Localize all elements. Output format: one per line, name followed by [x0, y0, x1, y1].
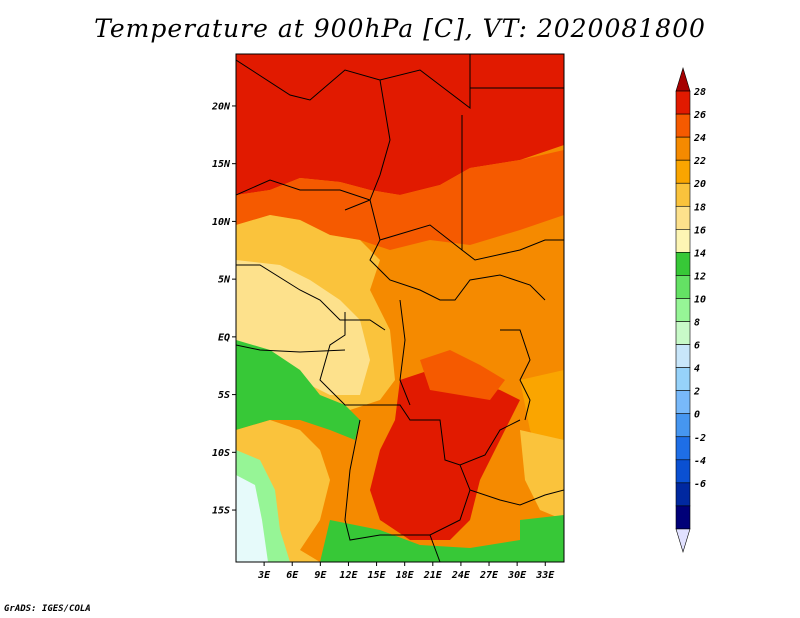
- lat-label: 10S: [212, 448, 230, 459]
- lon-label: 18E: [396, 570, 415, 581]
- lon-label: 15E: [368, 570, 387, 581]
- colorbar-swatch: [675, 505, 691, 530]
- lon-label: 6E: [286, 570, 299, 581]
- field-south-red: [370, 370, 520, 540]
- colorbar-swatch: [675, 252, 691, 276]
- colorbar-label: 10: [694, 294, 706, 305]
- colorbar-label: 12: [694, 271, 706, 282]
- field-south-green: [320, 520, 520, 562]
- colorbar-swatch: [675, 482, 691, 507]
- border-8: [319, 312, 521, 466]
- colorbar-label: 24: [693, 133, 706, 144]
- colorbar-label: 16: [694, 225, 706, 236]
- colorbar-label: 20: [693, 179, 706, 190]
- colorbar-swatch: [675, 136, 691, 161]
- field-southeast-green: [520, 515, 564, 562]
- lat-label: 20N: [211, 101, 231, 112]
- field-east-tan: [520, 430, 564, 520]
- colorbar-swatch: [675, 275, 691, 299]
- colorbar-label: 14: [694, 248, 706, 259]
- colorbar-swatch: [675, 436, 691, 461]
- border-4: [461, 115, 564, 261]
- colorbar-label: -6: [694, 479, 706, 490]
- lon-label: 12E: [339, 570, 358, 581]
- border-6: [379, 224, 463, 251]
- border-13: [429, 534, 441, 562]
- lon-label: 33E: [535, 570, 555, 581]
- colorbar-swatch: [675, 90, 691, 115]
- colorbar-label: 26: [693, 110, 706, 121]
- lon-label: 21E: [423, 570, 443, 581]
- colorbar-swatch: [675, 159, 691, 184]
- lat-label: 15N: [212, 159, 231, 170]
- border-10: [500, 329, 531, 421]
- colorbar-swatch: [675, 229, 691, 253]
- colorbar-swatch: [675, 182, 691, 207]
- lon-label: 24E: [451, 570, 471, 581]
- field-north-red2: [236, 54, 564, 170]
- lat-label: 5S: [218, 390, 230, 401]
- lon-label: 30E: [507, 570, 527, 581]
- border-12: [459, 464, 564, 506]
- colorbar-label: 22: [693, 156, 706, 167]
- longitude-axis: 3E 6E 9E 12E 15E 18E 21E 24E 27E 30E 33E: [257, 562, 555, 581]
- field-central-orange: [420, 350, 505, 400]
- map-frame: [235, 53, 565, 563]
- grads-credit: GrADS: IGES/COLA: [4, 604, 91, 614]
- colorbar-label: 2: [693, 387, 700, 398]
- border-14: [236, 344, 346, 353]
- border-7: [236, 264, 386, 331]
- colorbar-swatch: [675, 321, 691, 345]
- border-9: [399, 299, 411, 406]
- lon-label: 27E: [479, 570, 499, 581]
- colorbar-swatch: [675, 298, 691, 322]
- lat-label: 10N: [212, 217, 231, 228]
- colorbar-label: 18: [694, 202, 706, 213]
- lon-label: 3E: [257, 570, 271, 581]
- lat-label: 15S: [212, 506, 230, 517]
- colorbar-label: 6: [694, 341, 700, 352]
- colorbar-swatch: [675, 390, 691, 415]
- field-west-pale: [236, 260, 370, 395]
- colorbar-swatch: [675, 413, 691, 438]
- border-2: [379, 54, 471, 110]
- colorbar-swatch: [675, 344, 691, 368]
- colorbar-swatch: [675, 367, 691, 391]
- lat-label: EQ: [218, 332, 230, 343]
- colorbar-swatch: [675, 66, 691, 92]
- colorbar-label: 0: [694, 410, 700, 421]
- colorbar-swatch: [675, 205, 691, 230]
- lon-label: 9E: [314, 570, 327, 581]
- lat-label: 5N: [218, 275, 231, 286]
- colorbar-label: 28: [693, 87, 706, 98]
- country-borders: [236, 54, 564, 562]
- temperature-field: [236, 54, 564, 562]
- map-title: Temperature at 900hPa [C], VT: 202008180…: [94, 14, 706, 43]
- field-southwest-pale: [236, 475, 268, 562]
- field-north-orange: [236, 150, 564, 250]
- colorbar-swatch: [675, 459, 691, 484]
- colorbar-label: 8: [694, 318, 700, 329]
- colorbar-label: -4: [694, 456, 706, 467]
- colorbar-label: 4: [694, 364, 700, 375]
- colorbar-swatch: [675, 113, 691, 138]
- border-11: [344, 419, 471, 541]
- latitude-axis: 20N 15N 10N 5N EQ 5S 10S 15S: [211, 101, 236, 517]
- field-coast-green: [236, 340, 360, 440]
- border-5: [236, 179, 546, 301]
- colorbar-label: -2: [694, 433, 706, 444]
- colorbar-swatch: [675, 528, 691, 554]
